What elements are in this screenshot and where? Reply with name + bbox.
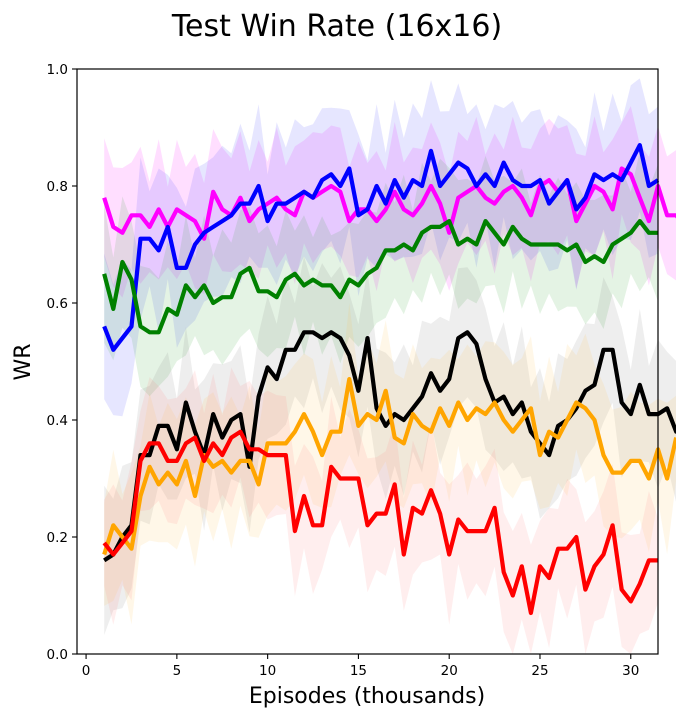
x-tick-label: 15	[350, 663, 367, 679]
x-tick-label: 5	[173, 663, 182, 679]
band-blue	[104, 78, 658, 417]
y-tick-label: 0.6	[47, 296, 68, 312]
y-axis-label: WR	[11, 343, 36, 380]
series-line-orange	[102, 377, 676, 556]
x-tick-label: 30	[622, 663, 639, 679]
series-lines	[102, 143, 676, 616]
series-line-green	[102, 219, 658, 335]
plot-frame	[76, 68, 659, 655]
band-black	[104, 256, 676, 635]
y-tick-label: 0.4	[47, 413, 68, 429]
y-tick-label: 0.0	[47, 647, 68, 663]
y-tick-label: 0.8	[47, 179, 68, 195]
series-line-blue	[102, 143, 660, 352]
band-orange	[104, 303, 676, 625]
x-tick-label: 10	[259, 663, 276, 679]
x-axis-label: Episodes (thousands)	[249, 684, 485, 709]
x-axis-ticks: 0 5 10 15 20 25 30	[82, 654, 639, 679]
x-tick-label: 20	[441, 663, 458, 679]
x-tick-label: 25	[531, 663, 548, 679]
series-line-red	[102, 429, 658, 616]
y-tick-label: 1.0	[47, 62, 68, 78]
band-green	[104, 151, 658, 397]
y-tick-label: 0.2	[47, 530, 68, 546]
chart-title: Test Win Rate (16x16)	[171, 9, 502, 44]
series-line-black	[103, 330, 676, 563]
x-tick-label: 0	[82, 663, 91, 679]
y-axis-ticks: 0.0 0.2 0.4 0.6 0.8 1.0	[47, 62, 77, 663]
